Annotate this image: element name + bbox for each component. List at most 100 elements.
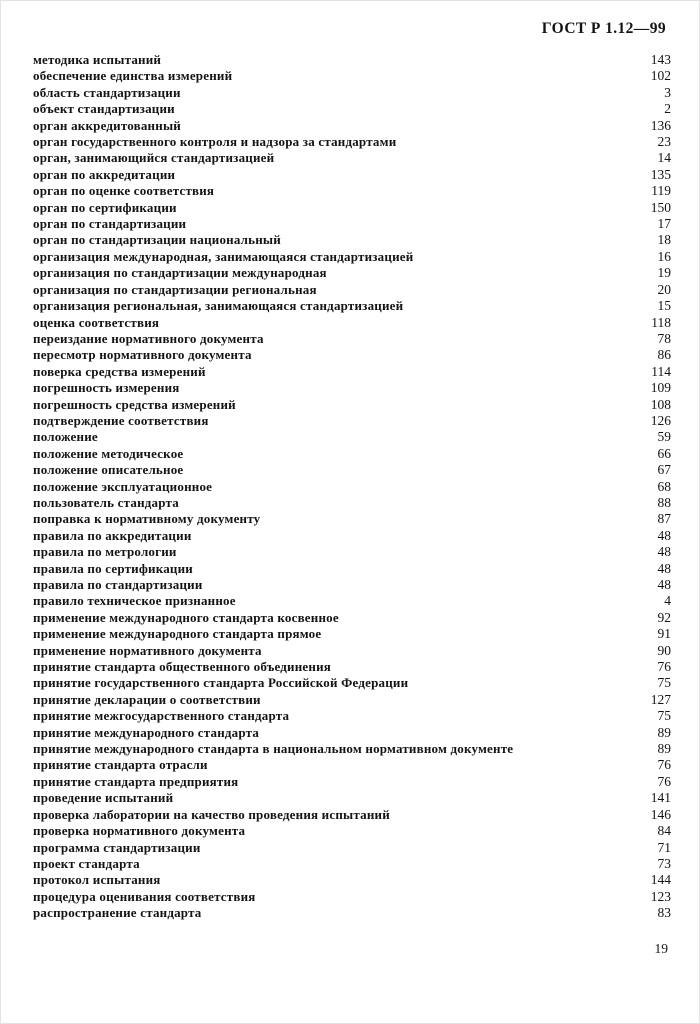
index-page: 73 xyxy=(657,855,672,871)
index-term: принятие стандарта отрасли xyxy=(33,757,208,773)
index-page: 14 xyxy=(657,150,672,166)
index-page: 59 xyxy=(657,429,672,445)
index-term: орган аккредитованный xyxy=(33,117,181,133)
index-page: 108 xyxy=(650,396,671,412)
index-row: принятие стандарта отрасли 76 xyxy=(33,757,671,773)
index-term: принятие межгосударственного стандарта xyxy=(33,708,290,724)
index-page: 76 xyxy=(657,659,672,675)
index-term: орган по оценке соответствия xyxy=(33,183,215,199)
index-page: 16 xyxy=(657,248,672,264)
index-page: 141 xyxy=(650,790,671,806)
page-number: 19 xyxy=(654,941,669,956)
index-row: принятие декларации о соответствии 127 xyxy=(33,692,671,708)
index-term: протокол испытания xyxy=(33,872,161,888)
index-row: пользователь стандарта 88 xyxy=(33,495,671,511)
index-row: проведение испытаний 141 xyxy=(33,790,671,806)
index-term: применение международного стандарта прям… xyxy=(33,626,322,642)
index-page: 135 xyxy=(650,166,671,182)
index-row: погрешность измерения 109 xyxy=(33,380,671,396)
index-term: правило техническое признанное xyxy=(33,593,236,609)
index-term: программа стандартизации xyxy=(33,839,201,855)
index-page: 136 xyxy=(650,117,671,133)
index-page: 90 xyxy=(657,642,672,658)
index-row: программа стандартизации 71 xyxy=(33,840,671,856)
index-term: объект стандартизации xyxy=(33,101,175,117)
index-term: орган по стандартизации xyxy=(33,216,187,232)
index-term: принятие стандарта общественного объедин… xyxy=(33,659,332,675)
index-term: орган по стандартизации национальный xyxy=(33,232,281,248)
index-row: переиздание нормативного документа 78 xyxy=(33,331,671,347)
index-term: применение нормативного документа xyxy=(33,642,262,658)
index-row: подтверждение соответствия 126 xyxy=(33,413,671,429)
index-page: 68 xyxy=(657,478,672,494)
index-page: 76 xyxy=(657,757,672,773)
index-row: методика испытаний 143 xyxy=(33,52,671,68)
index-row: правила по метрологии 48 xyxy=(33,544,671,560)
index-term: пользователь стандарта xyxy=(33,494,179,510)
index-page: 89 xyxy=(657,741,672,757)
index-page: 15 xyxy=(657,298,672,314)
index-page: 118 xyxy=(651,314,671,330)
index-page: 127 xyxy=(650,691,671,707)
document-title: ГОСТ Р 1.12—99 xyxy=(541,20,666,37)
index-row: орган по аккредитации 135 xyxy=(33,167,671,183)
index-page: 4 xyxy=(664,593,671,609)
index-page: 86 xyxy=(657,347,672,363)
index-term: организация региональная, занимающаяся с… xyxy=(33,298,404,314)
index-term: распространение стандарта xyxy=(33,905,202,921)
index-term: организация по стандартизации международ… xyxy=(33,265,327,281)
index-row: положение описательное 67 xyxy=(33,462,671,478)
index-row: орган по стандартизации национальный 18 xyxy=(33,232,671,248)
index-page: 2 xyxy=(664,101,671,117)
index-page: 78 xyxy=(657,330,672,346)
index-row: орган государственного контроля и надзор… xyxy=(33,134,671,150)
index-page: 143 xyxy=(650,52,671,67)
index-page: 91 xyxy=(657,626,672,642)
index-row: проверка лаборатории на качество проведе… xyxy=(33,807,671,823)
index-term: подтверждение соответствия xyxy=(33,412,209,428)
index-row: правило техническое признанное 4 xyxy=(33,593,671,609)
index-row: объект стандартизации 2 xyxy=(33,101,671,117)
index-page: 18 xyxy=(657,232,672,248)
index-page: 48 xyxy=(657,527,672,543)
index-row: правила по сертификации 48 xyxy=(33,561,671,577)
index-row: пересмотр нормативного документа 86 xyxy=(33,347,671,363)
index-page: 150 xyxy=(650,199,671,215)
index-row: принятие международного стандарта в наци… xyxy=(33,741,671,757)
index-term: поправка к нормативному документу xyxy=(33,511,261,527)
index-row: процедура оценивания соответствия 123 xyxy=(33,889,671,905)
index-page: 126 xyxy=(650,412,671,428)
index-term: переиздание нормативного документа xyxy=(33,330,264,346)
index-page: 75 xyxy=(657,675,672,691)
index-page: 75 xyxy=(657,708,672,724)
index-term: орган, занимающийся стандартизацией xyxy=(33,150,275,166)
index-term: орган по сертификации xyxy=(33,199,177,215)
index-row: организация региональная, занимающаяся с… xyxy=(33,298,671,314)
index-row: применение нормативного документа 90 xyxy=(33,643,671,659)
index-row: орган по сертификации 150 xyxy=(33,200,671,216)
index-term: проверка нормативного документа xyxy=(33,823,246,839)
index-term: правила по стандартизации xyxy=(33,577,203,592)
index-page: 3 xyxy=(664,84,671,100)
index-term: организация международная, занимающаяся … xyxy=(33,248,414,264)
index-page: 92 xyxy=(657,609,672,625)
index-term: пересмотр нормативного документа xyxy=(33,347,252,363)
index-term: положение методическое xyxy=(33,445,184,461)
index-term: положение эксплуатационное xyxy=(33,478,213,494)
index-row: принятие стандарта предприятия 76 xyxy=(33,774,671,790)
index-term: правила по метрологии xyxy=(33,544,177,560)
index-page: 87 xyxy=(657,511,672,527)
index-page: 84 xyxy=(657,823,672,839)
index-term: проверка лаборатории на качество проведе… xyxy=(33,806,390,822)
index-row: принятие межгосударственного стандарта 7… xyxy=(33,708,671,724)
index-row: протокол испытания 144 xyxy=(33,872,671,888)
index-page: 67 xyxy=(657,462,672,478)
index-page: 17 xyxy=(657,216,672,232)
index-page: 20 xyxy=(657,281,672,297)
index-row: проект стандарта 73 xyxy=(33,856,671,872)
index-row: организация по стандартизации международ… xyxy=(33,265,671,281)
index-row: оценка соответствия 118 xyxy=(33,315,671,331)
index-row: принятие стандарта общественного объедин… xyxy=(33,659,671,675)
index-term: принятие стандарта предприятия xyxy=(33,773,239,789)
